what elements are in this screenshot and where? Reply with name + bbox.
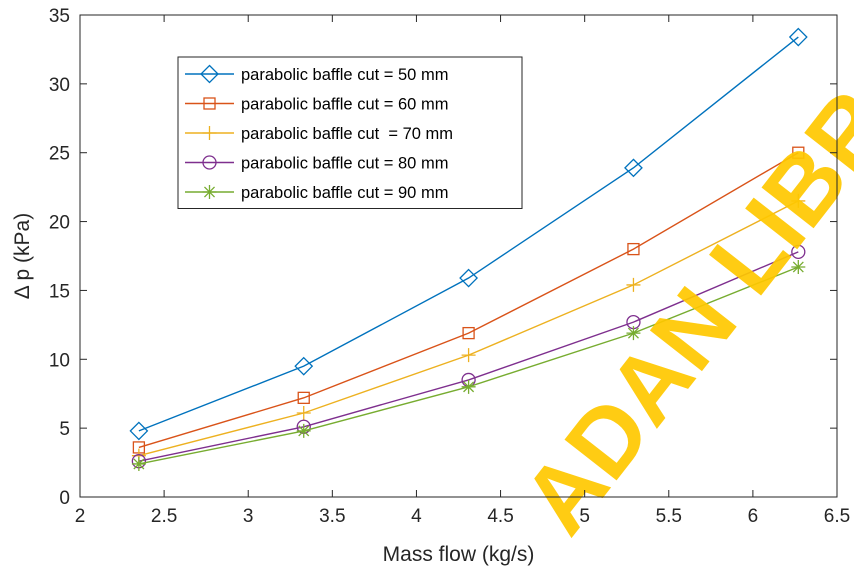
y-tick-label: 35 xyxy=(49,6,70,27)
data-point-plus xyxy=(296,405,311,420)
x-tick-label: 6.5 xyxy=(824,506,850,527)
legend-item: parabolic baffle cut = 50 mm xyxy=(185,64,448,84)
series-3 xyxy=(131,193,806,463)
series-line xyxy=(138,152,799,449)
y-tick-label: 5 xyxy=(59,419,70,440)
y-tick-label: 10 xyxy=(49,350,70,371)
legend-label: parabolic baffle cut = 60 mm xyxy=(241,96,448,114)
legend-item: parabolic baffle cut = 90 mm xyxy=(185,184,448,202)
x-tick-label: 5.5 xyxy=(656,506,682,527)
data-point-square xyxy=(627,242,640,256)
x-tick-label: 4.5 xyxy=(487,506,513,527)
data-point-diamond xyxy=(788,27,808,47)
data-point-square xyxy=(203,97,216,110)
x-tick-label: 6 xyxy=(748,506,759,527)
axis-layer: 2 2.5 3 3.5 4 4.5 5 5.5 6 6.5 0 5 10 15 20 25 30 35 xyxy=(49,6,850,527)
axes-box xyxy=(79,14,838,498)
data-point-diamond xyxy=(200,64,219,84)
x-tick-label: 4 xyxy=(411,506,422,527)
series-line xyxy=(138,36,799,432)
x-tick-label: 2 xyxy=(75,506,86,527)
x-tick-label: 2.5 xyxy=(151,506,177,527)
data-point-asterisk xyxy=(131,456,146,471)
data-point-circle xyxy=(791,244,806,260)
x-tick-label: 5 xyxy=(579,506,590,527)
series-layer xyxy=(129,27,808,471)
data-point-asterisk xyxy=(626,326,641,341)
series-1 xyxy=(129,27,808,441)
data-point-diamond xyxy=(459,268,479,288)
data-point-diamond xyxy=(129,421,149,441)
legend-item: parabolic baffle cut = 80 mm xyxy=(185,155,448,173)
y-axis-label: Δ p (kPa) xyxy=(11,213,34,299)
legend-label: parabolic baffle cut = 50 mm xyxy=(241,66,448,84)
series-5 xyxy=(131,260,806,471)
data-point-circle xyxy=(202,155,217,170)
legend-label: parabolic baffle cut = 90 mm xyxy=(241,184,448,202)
data-point-square xyxy=(297,391,310,404)
data-point-asterisk xyxy=(791,260,806,275)
x-tick-label: 3 xyxy=(243,506,254,527)
legend-box xyxy=(177,56,523,209)
data-point-plus xyxy=(791,193,806,208)
data-point-asterisk xyxy=(461,379,476,394)
legend-label: parabolic baffle cut = 70 mm xyxy=(241,125,453,143)
legend-item: parabolic baffle cut = 70 mm xyxy=(185,125,453,143)
data-point-diamond xyxy=(294,356,314,376)
y-tick-label: 20 xyxy=(49,213,70,234)
data-point-asterisk xyxy=(296,423,311,438)
data-point-diamond xyxy=(624,158,643,178)
y-tick-label: 15 xyxy=(49,281,70,302)
x-axis-label: Mass flow (kg/s) xyxy=(383,543,535,566)
data-point-plus xyxy=(626,277,641,292)
data-point-square xyxy=(462,326,475,340)
y-tick-label: 0 xyxy=(59,488,70,509)
x-tick-label: 3.5 xyxy=(319,506,345,527)
y-tick-label: 30 xyxy=(49,75,70,96)
data-point-square xyxy=(792,146,805,159)
legend: parabolic baffle cut = 50 mm parabolic ba… xyxy=(177,56,523,209)
data-point-asterisk xyxy=(202,185,217,199)
data-point-plus xyxy=(461,348,476,363)
y-tick-label: 25 xyxy=(49,144,70,165)
legend-item: parabolic baffle cut = 60 mm xyxy=(185,96,448,114)
legend-label: parabolic baffle cut = 80 mm xyxy=(241,155,448,173)
data-point-plus xyxy=(202,126,217,140)
